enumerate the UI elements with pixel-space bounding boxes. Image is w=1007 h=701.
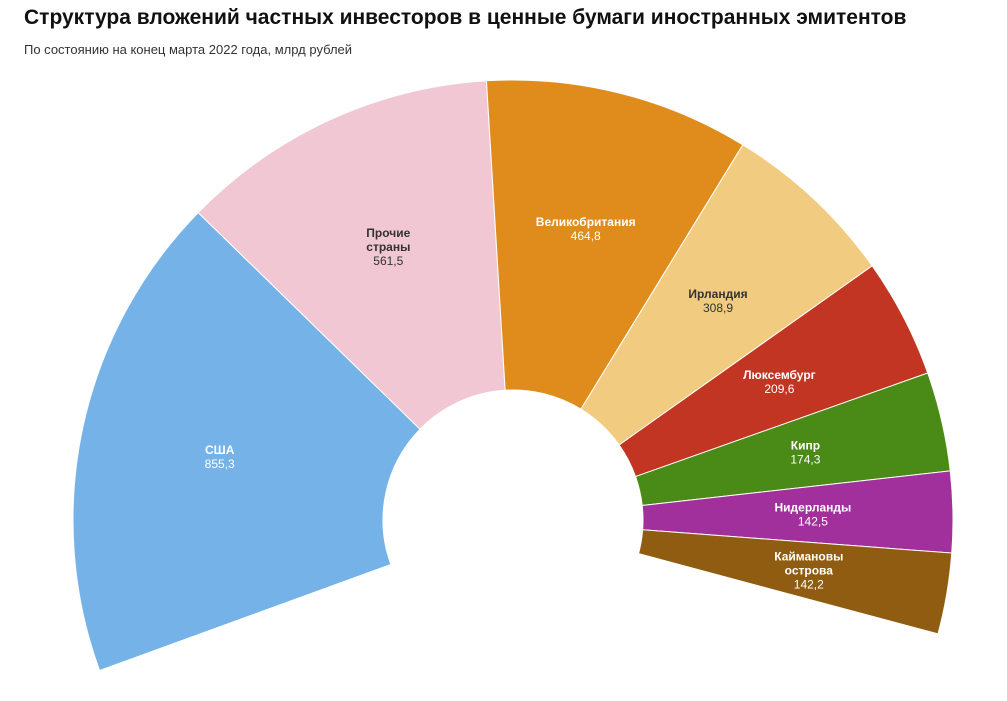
slice-name-label: Люксембург [743, 368, 816, 382]
slice-value-label: 174,3 [790, 453, 820, 467]
slice-value-label: 464,8 [571, 229, 601, 243]
slice-value-label: 142,2 [794, 577, 824, 591]
slice-name-label: США [205, 443, 235, 457]
slice-value-label: 142,5 [798, 515, 828, 529]
slice-value-label: 855,3 [205, 457, 235, 471]
chart-title: Структура вложений частных инвесторов в … [24, 6, 907, 29]
slice-2 [485, 79, 744, 410]
slice-name-label: Кипр [791, 439, 820, 453]
slice-value-label: 561,5 [373, 254, 403, 268]
slice-3 [580, 144, 873, 446]
slice-name-label: Каймановы [774, 549, 843, 563]
slice-7 [637, 529, 953, 635]
slice-1 [197, 80, 506, 430]
slice-value-label: 308,9 [703, 301, 733, 315]
slice-name-label: острова [785, 563, 834, 577]
slice-name-label: Прочие [366, 226, 410, 240]
slice-name-label: Великобритания [536, 215, 636, 229]
chart-subtitle: По состоянию на конец марта 2022 года, м… [24, 42, 353, 57]
slice-name-label: страны [366, 240, 410, 254]
slice-name-label: Нидерланды [775, 501, 852, 515]
slice-0 [72, 211, 421, 672]
chart-slices [72, 79, 954, 672]
slice-value-label: 209,6 [764, 382, 794, 396]
slice-name-label: Ирландия [688, 287, 747, 301]
